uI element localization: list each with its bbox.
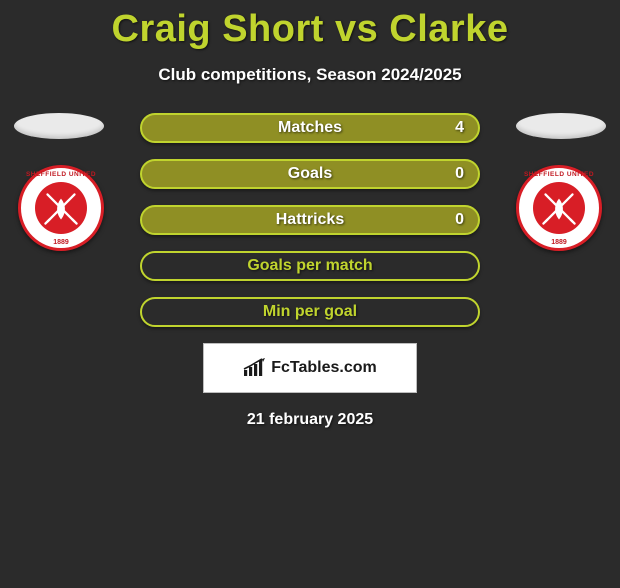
crest-founding-year: 1889 (519, 239, 599, 246)
comparison-panel: SHEFFIELD UNITED 1889 SHEFFIELD UNITED (0, 113, 620, 429)
stat-bar-hattricks: Hattricks 0 (140, 205, 480, 235)
stat-label: Goals per match (247, 257, 372, 275)
stat-label: Goals (288, 165, 332, 183)
brand-attribution[interactable]: FcTables.com (203, 343, 417, 393)
stat-bar-goals: Goals 0 (140, 159, 480, 189)
crest-club-name: SHEFFIELD UNITED (21, 171, 101, 178)
footer-date: 21 february 2025 (0, 411, 620, 429)
player-right-avatar-placeholder (516, 113, 606, 139)
brand-chart-icon (243, 358, 267, 378)
club-crest-right: SHEFFIELD UNITED 1889 (516, 165, 602, 251)
stat-label: Min per goal (263, 303, 357, 321)
crest-outer-ring: SHEFFIELD UNITED 1889 (516, 165, 602, 251)
stat-label: Matches (278, 119, 342, 137)
crest-outer-ring: SHEFFIELD UNITED 1889 (18, 165, 104, 251)
stat-bar-min-per-goal: Min per goal (140, 297, 480, 327)
subtitle: Club competitions, Season 2024/2025 (0, 65, 620, 85)
club-crest-left: SHEFFIELD UNITED 1889 (18, 165, 104, 251)
stat-bar-goals-per-match: Goals per match (140, 251, 480, 281)
crest-swords-icon (35, 182, 87, 234)
stat-value-right: 0 (455, 211, 464, 229)
stat-bar-matches: Matches 4 (140, 113, 480, 143)
brand-name: FcTables.com (271, 359, 377, 377)
crest-swords-icon (533, 182, 585, 234)
stat-value-right: 4 (455, 119, 464, 137)
crest-inner-circle (533, 182, 585, 234)
crest-inner-circle (35, 182, 87, 234)
page-title: Craig Short vs Clarke (0, 8, 620, 51)
stat-value-right: 0 (455, 165, 464, 183)
player-left-avatar-placeholder (14, 113, 104, 139)
stat-label: Hattricks (276, 211, 344, 229)
stat-bars: Matches 4 Goals 0 Hattricks 0 Goals per … (140, 113, 480, 327)
crest-club-name: SHEFFIELD UNITED (519, 171, 599, 178)
crest-founding-year: 1889 (21, 239, 101, 246)
